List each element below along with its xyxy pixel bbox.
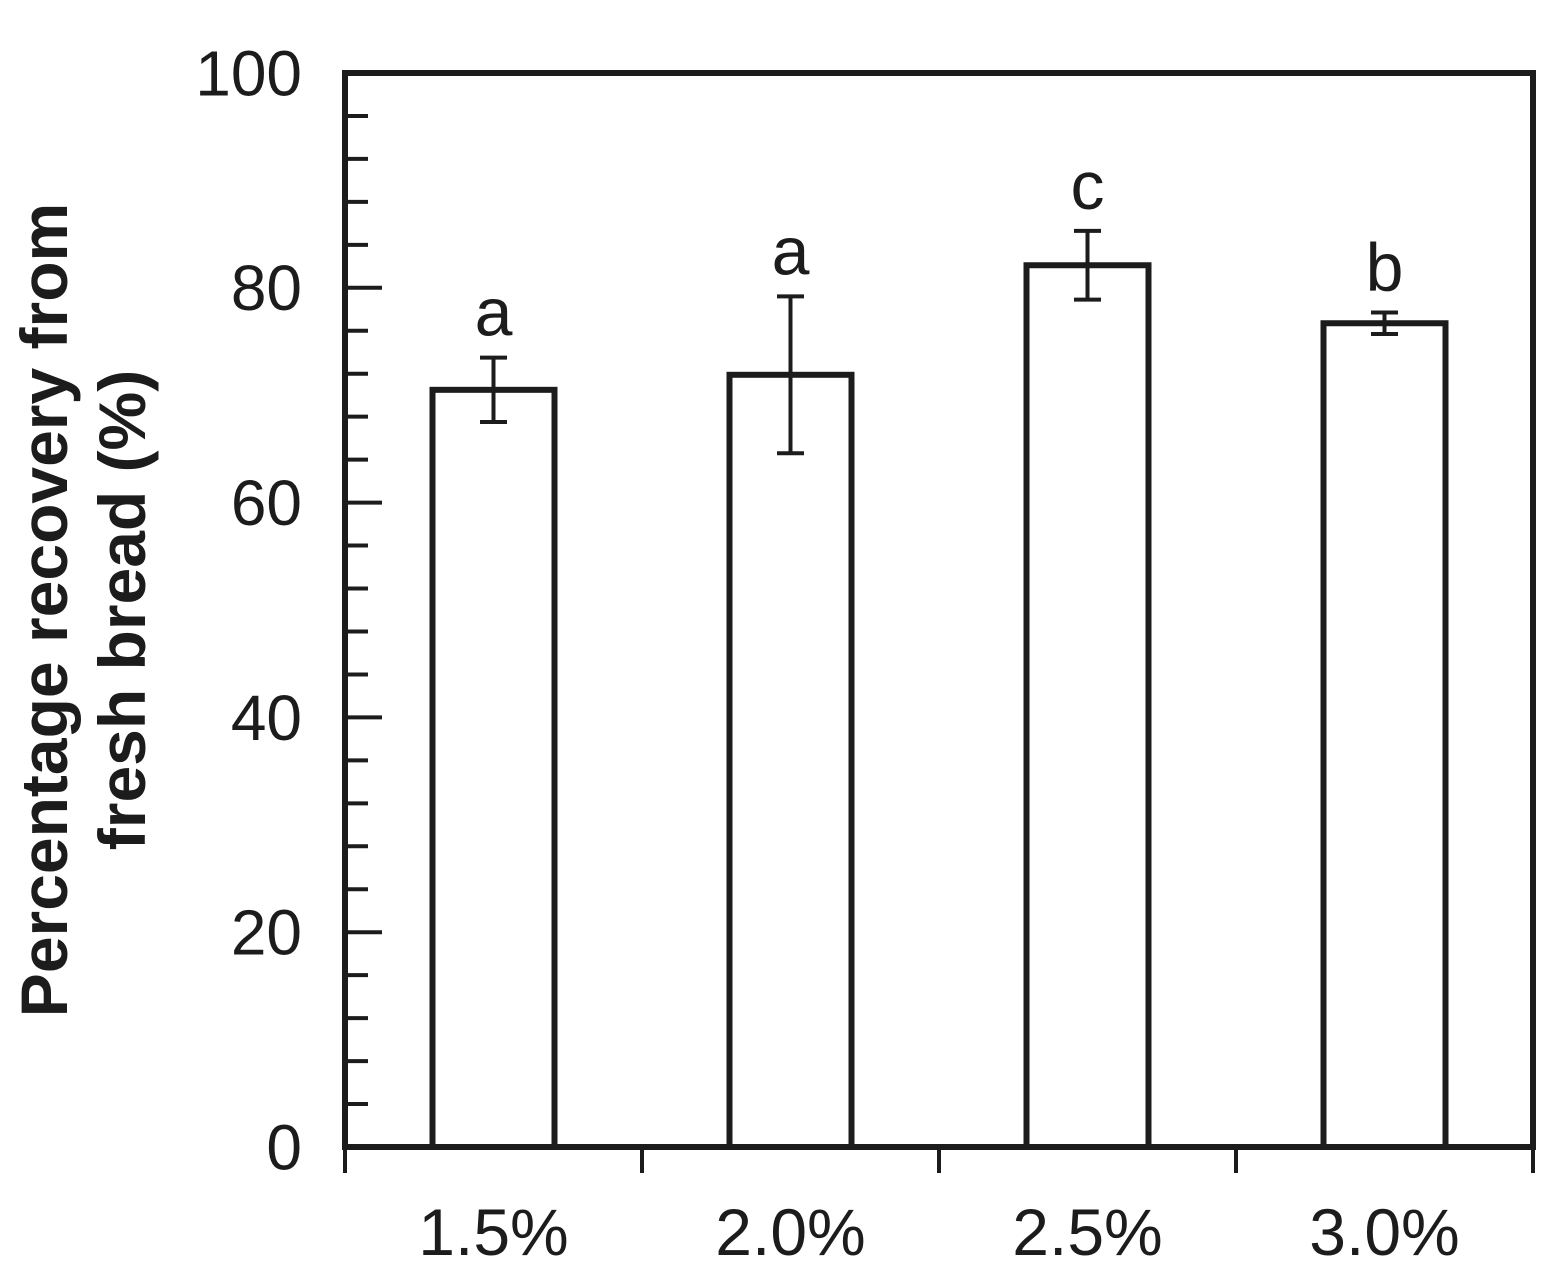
y-tick-label: 60 (231, 467, 302, 539)
y-axis-title: Percentage recovery from fresh bread (%) (6, 60, 170, 1160)
y-tick-label: 100 (195, 37, 302, 109)
y-tick-label: 20 (231, 897, 302, 969)
significance-letter: c (1071, 148, 1105, 224)
significance-letter: a (772, 213, 810, 289)
significance-letter: b (1366, 230, 1404, 306)
y-axis-title-line1: Percentage recovery from (7, 202, 81, 1018)
x-category-label: 2.0% (715, 1195, 865, 1269)
bar (1023, 262, 1152, 1151)
y-axis-title-line2: fresh bread (%) (84, 369, 159, 851)
x-category-label: 2.5% (1012, 1195, 1162, 1269)
y-tick-label: 0 (266, 1111, 302, 1183)
bar (726, 371, 855, 1150)
significance-letter: a (475, 275, 513, 351)
x-category-label: 3.0% (1309, 1195, 1459, 1269)
bar (1320, 320, 1449, 1150)
y-tick-label: 40 (231, 682, 302, 754)
x-category-label: 1.5% (418, 1195, 568, 1269)
y-tick-label: 80 (231, 252, 302, 324)
bar (429, 386, 558, 1150)
